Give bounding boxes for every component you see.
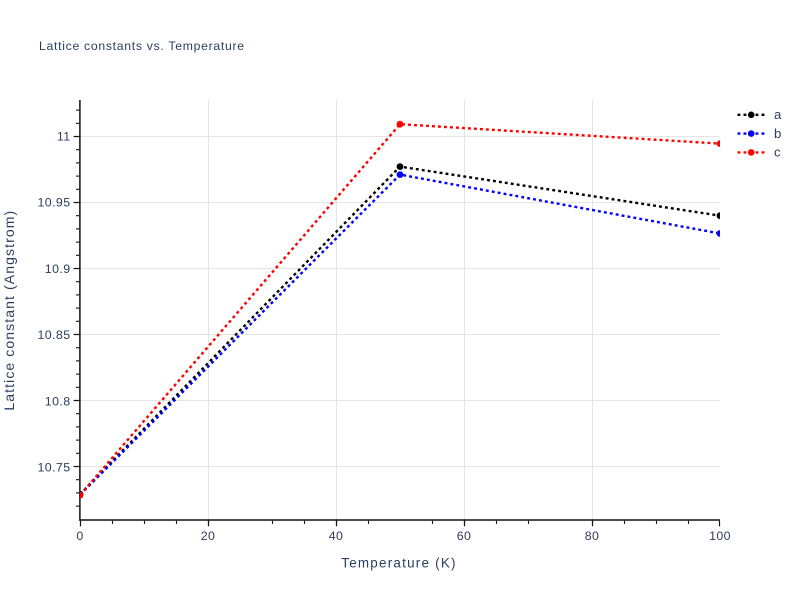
svg-text:Lattice constant (Angstrom): Lattice constant (Angstrom) (1, 210, 17, 411)
svg-text:60: 60 (457, 529, 472, 543)
svg-text:Temperature (K): Temperature (K) (341, 556, 457, 571)
svg-text:80: 80 (585, 529, 600, 543)
svg-text:10.75: 10.75 (37, 461, 70, 475)
svg-text:11: 11 (57, 130, 71, 144)
svg-text:10.9: 10.9 (45, 262, 71, 276)
svg-text:10.8: 10.8 (45, 394, 71, 408)
svg-text:0: 0 (76, 529, 83, 543)
svg-text:Lattice constants vs. Temperat: Lattice constants vs. Temperature (39, 39, 245, 53)
svg-text:a: a (774, 107, 782, 122)
svg-text:40: 40 (329, 529, 344, 543)
svg-text:c: c (774, 145, 781, 160)
svg-text:10.95: 10.95 (37, 196, 70, 210)
svg-text:b: b (774, 126, 782, 141)
svg-text:100: 100 (709, 529, 731, 543)
svg-text:20: 20 (201, 529, 216, 543)
svg-text:10.85: 10.85 (37, 328, 70, 342)
